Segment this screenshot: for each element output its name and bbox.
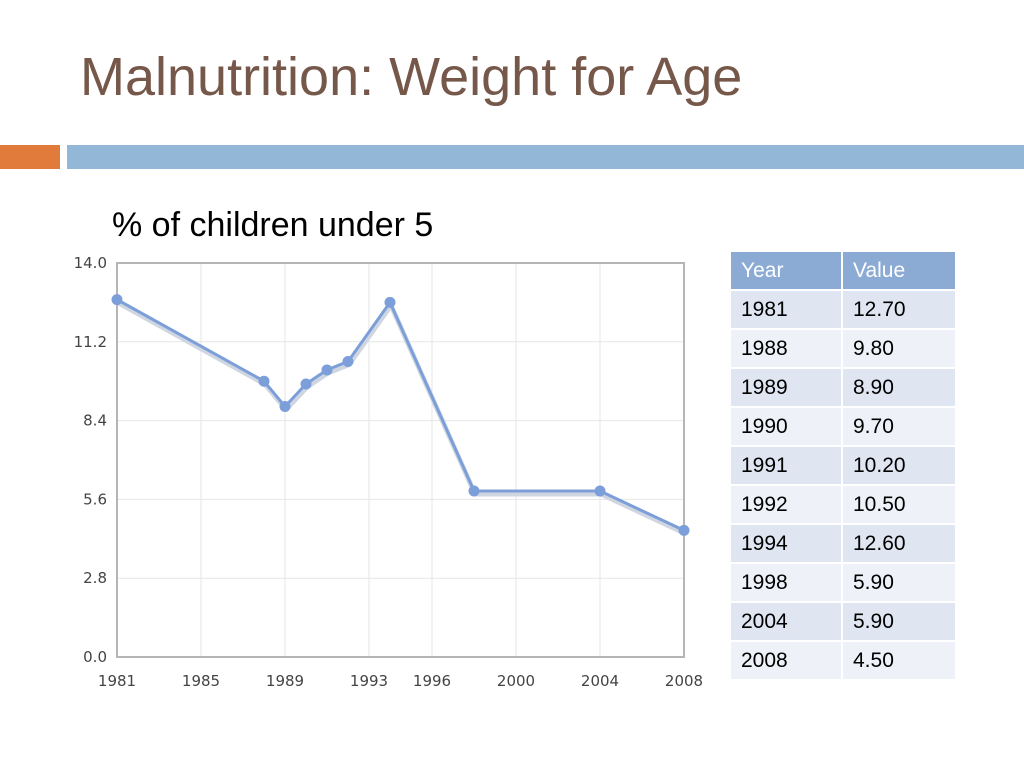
data-point — [321, 364, 333, 376]
data-point — [384, 296, 396, 308]
data-point — [468, 485, 480, 497]
table-header-row: Year Value — [729, 250, 957, 291]
table-cell-year: 1994 — [729, 523, 843, 564]
table-cell-value: 12.60 — [841, 523, 957, 564]
accent-bar-orange — [0, 145, 60, 169]
table-cell-year: 2004 — [729, 601, 843, 642]
table-row: 1981 12.70 — [729, 289, 957, 330]
table-cell-year: 2008 — [729, 640, 843, 681]
table-cell-value: 9.70 — [841, 406, 957, 447]
data-table: Year Value 1981 12.70 1988 9.80 1989 8.9… — [729, 250, 957, 681]
table-cell-value: 5.90 — [841, 601, 957, 642]
table-cell-year: 1992 — [729, 484, 843, 525]
plot-frame — [116, 262, 685, 658]
table-cell-year: 1990 — [729, 406, 843, 447]
y-tick-label: 2.8 — [83, 569, 107, 587]
x-tick-label: 1993 — [350, 672, 388, 690]
table-row: 2008 4.50 — [729, 640, 957, 681]
table-row: 1992 10.50 — [729, 484, 957, 525]
slide-title: Malnutrition: Weight for Age — [80, 47, 743, 107]
table-cell-value: 8.90 — [841, 367, 957, 408]
table-row: 1989 8.90 — [729, 367, 957, 408]
table-cell-value: 4.50 — [841, 640, 957, 681]
x-tick-label: 1996 — [413, 672, 451, 690]
data-point — [258, 375, 270, 387]
table-row: 1994 12.60 — [729, 523, 957, 564]
table-row: 1991 10.20 — [729, 445, 957, 486]
data-point — [594, 485, 606, 497]
table-cell-year: 1998 — [729, 562, 843, 603]
accent-bar-blue — [67, 145, 1024, 169]
table-cell-value: 10.20 — [841, 445, 957, 486]
data-point — [342, 356, 354, 367]
y-tick-label: 0.0 — [83, 648, 107, 666]
data-point — [111, 294, 123, 306]
x-tick-label: 2000 — [497, 672, 535, 690]
table-cell-year: 1991 — [729, 445, 843, 486]
table-cell-value: 5.90 — [841, 562, 957, 603]
y-tick-label: 8.4 — [83, 412, 107, 430]
table-header-year: Year — [729, 250, 843, 291]
table-cell-year: 1981 — [729, 289, 843, 330]
table-row: 1988 9.80 — [729, 328, 957, 369]
y-tick-label: 5.6 — [83, 490, 107, 508]
table-cell-value: 10.50 — [841, 484, 957, 525]
table-row: 1998 5.90 — [729, 562, 957, 603]
x-tick-label: 1981 — [98, 672, 136, 690]
x-tick-label: 2008 — [665, 672, 703, 690]
x-tick-label: 1985 — [182, 672, 220, 690]
table-cell-year: 1989 — [729, 367, 843, 408]
table-header-value: Value — [841, 250, 957, 291]
data-point — [279, 401, 291, 413]
y-tick-label: 14.0 — [74, 254, 107, 272]
x-tick-label: 1989 — [266, 672, 304, 690]
table-cell-year: 1988 — [729, 328, 843, 369]
table-cell-value: 12.70 — [841, 289, 957, 330]
y-tick-label: 11.2 — [74, 333, 107, 351]
slide-subtitle: % of children under 5 — [112, 206, 434, 244]
line-chart: 0.0 2.8 5.6 8.4 11.2 14.0 1981 1985 1989 1993 1996… — [74, 254, 704, 690]
table-row: 2004 5.90 — [729, 601, 957, 642]
series-line — [116, 298, 685, 532]
x-tick-label: 2004 — [581, 672, 619, 690]
table-cell-value: 9.80 — [841, 328, 957, 369]
table-row: 1990 9.70 — [729, 406, 957, 447]
data-point — [678, 524, 690, 536]
data-point — [300, 378, 312, 390]
